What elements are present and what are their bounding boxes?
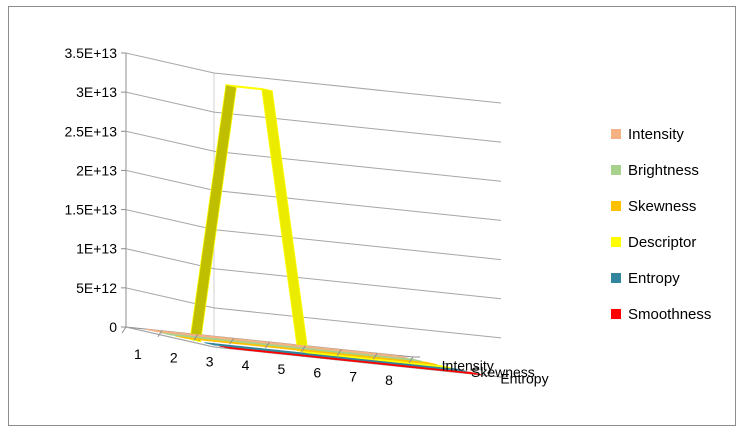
gridline — [125, 91, 502, 143]
y-axis-ticks: 0 5E+12 1E+13 1.5E+13 2E+13 2.5E+13 3E+13 3.5E+… — [64, 45, 126, 335]
series-line-intensity — [145, 328, 409, 359]
series-line-smoothness — [218, 345, 482, 376]
x-tick-mark — [157, 330, 163, 338]
y-tick-label: 2E+13 — [76, 162, 117, 178]
chart-area: 0 5E+12 1E+13 1.5E+13 2E+13 2.5E+13 3E+13 3.5E+… — [8, 6, 736, 426]
legend-label: Intensity — [628, 126, 684, 143]
legend-item-smoothness: Smoothness — [611, 306, 711, 323]
x-tick-label: 5 — [278, 361, 286, 377]
x-tick-label: 3 — [206, 353, 214, 369]
x-tick-mark — [265, 341, 270, 349]
x-tick-label: 6 — [313, 365, 321, 381]
depth-tick-label: Entropy — [500, 371, 548, 387]
legend-swatch — [611, 201, 621, 211]
depth-tick-label: Skewness — [471, 364, 535, 380]
x-axis-ticks: 1 2 3 4 5 6 7 8 — [121, 326, 414, 388]
x-tick-label: 4 — [242, 357, 250, 373]
x-tick-mark — [300, 345, 306, 353]
legend-label: Skewness — [628, 198, 696, 215]
legend-item-skewness: Skewness — [611, 198, 696, 215]
x-tick-mark — [229, 337, 235, 345]
legend-item-intensity: Intensity — [611, 126, 684, 143]
x-tick-mark — [408, 356, 414, 364]
legend-item-descriptor: Descriptor — [611, 234, 696, 251]
x-tick-label: 8 — [385, 372, 393, 388]
gridline — [125, 209, 502, 261]
y-tick-label: 3.5E+13 — [64, 45, 117, 61]
legend-item-entropy: Entropy — [611, 270, 680, 287]
legend-swatch — [611, 165, 621, 175]
line-segment — [390, 358, 438, 366]
x-tick-label: 7 — [349, 368, 357, 384]
legend-label: Brightness — [628, 162, 699, 179]
y-tick-label: 2.5E+13 — [64, 123, 117, 139]
gridline — [125, 248, 502, 300]
legend-label: Smoothness — [628, 306, 711, 323]
gridline — [125, 130, 502, 182]
legend-swatch — [611, 237, 621, 247]
gridline — [125, 169, 502, 221]
x-tick-label: 1 — [134, 346, 142, 362]
line-segment — [404, 361, 453, 369]
legend-item-brightness: Brightness — [611, 162, 699, 179]
y-tick-label: 3E+13 — [76, 84, 117, 100]
chart-svg: 0 5E+12 1E+13 1.5E+13 2E+13 2.5E+13 3E+13 3.5E+… — [64, 45, 711, 388]
legend-label: Descriptor — [628, 234, 696, 251]
series-layer — [145, 84, 482, 376]
gridlines — [125, 52, 502, 378]
series-line-skewness — [174, 335, 438, 366]
y-tick-label: 0 — [109, 319, 117, 335]
x-tick-mark — [193, 334, 199, 341]
x-tick-mark — [121, 326, 127, 334]
line-segment — [434, 368, 482, 376]
depth-tick-label: Intensity — [442, 357, 494, 373]
legend-swatch — [611, 129, 621, 139]
line-segment — [189, 84, 237, 343]
y-tick-label: 5E+12 — [76, 280, 117, 296]
gridline — [125, 287, 502, 339]
x-tick-mark — [336, 349, 342, 356]
x-tick-label: 2 — [170, 350, 178, 366]
x-tick-mark — [372, 352, 378, 360]
y-tick-label: 1.5E+13 — [64, 202, 117, 218]
y-tick-label: 1E+13 — [76, 241, 117, 257]
legend-swatch — [611, 309, 621, 319]
series-line-descriptor — [189, 84, 453, 369]
gridline — [125, 52, 502, 104]
line-segment — [360, 351, 409, 359]
legend-label: Entropy — [628, 270, 680, 287]
series-line-brightness — [160, 332, 423, 362]
series-line-entropy — [204, 342, 467, 372]
legend-swatch — [611, 273, 621, 283]
line-segment — [419, 364, 467, 372]
legend: Intensity Brightness Skewness Descriptor Ent… — [611, 126, 711, 323]
